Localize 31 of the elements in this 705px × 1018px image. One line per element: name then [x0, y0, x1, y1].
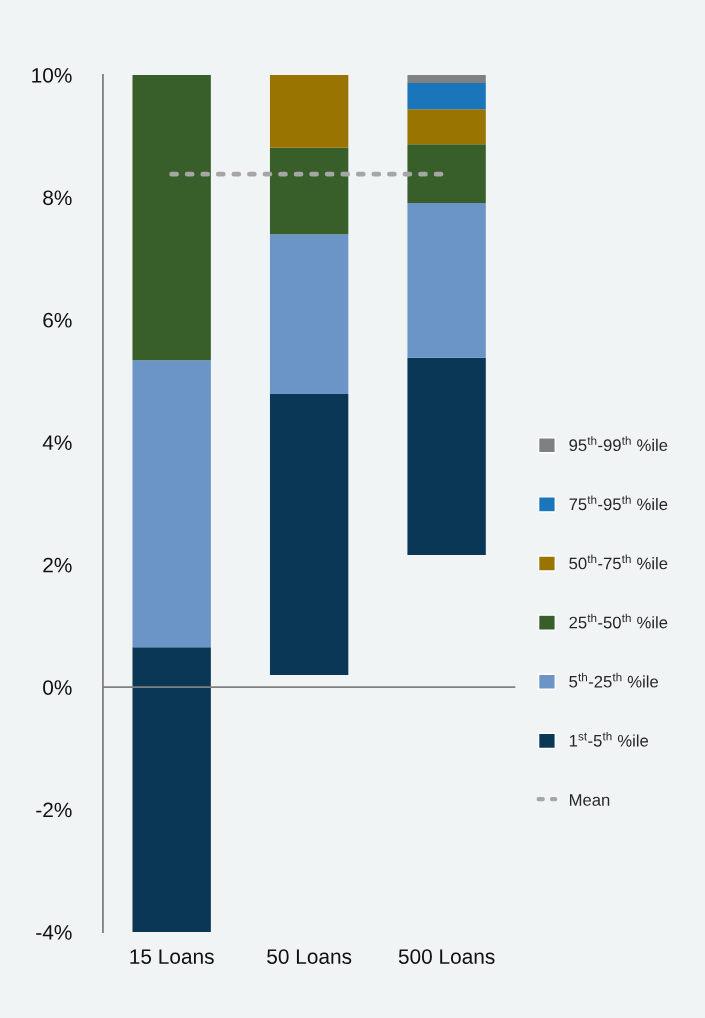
- bar: [132, 75, 211, 361]
- legend-label: Mean: [569, 794, 610, 806]
- y-tick-label: -4%: [36, 925, 72, 940]
- bar: [132, 360, 211, 648]
- x-tick-label: 50 Loans: [267, 949, 352, 964]
- bar: [407, 357, 486, 555]
- legend-label: 75$^{th}$-95$^{th}$ %ile: [569, 495, 668, 511]
- bar: [269, 393, 349, 675]
- bar: [269, 147, 349, 235]
- y-tick-label: 4%: [42, 435, 72, 450]
- legend-label: 95$^{th}$-99$^{th}$ %ile: [569, 436, 668, 452]
- legend-label: 50$^{th}$-75$^{th}$ %ile: [569, 554, 668, 570]
- bar: [407, 109, 486, 145]
- bar: [407, 82, 486, 110]
- y-tick-label: -2%: [36, 802, 72, 818]
- bar: [132, 647, 211, 932]
- y-tick-label: 2%: [43, 557, 72, 573]
- bar: [407, 202, 486, 358]
- bar: [269, 75, 349, 148]
- bar: [407, 144, 486, 203]
- y-tick-label: 8%: [43, 190, 72, 206]
- legend-label: 5$^{th}$-25$^{th}$ %ile: [569, 672, 658, 688]
- y-tick-label: 6%: [43, 312, 72, 328]
- legend-label: 1$^{st}$-5$^{th}$ %ile: [569, 731, 649, 747]
- x-tick-label: 500 Loans: [398, 949, 495, 964]
- y-tick-label: 0%: [43, 680, 72, 695]
- legend-label: 25$^{th}$-50$^{th}$ %ile: [569, 613, 668, 629]
- x-tick-label: 15 Loans: [130, 949, 214, 964]
- y-tick-label: 10%: [32, 68, 72, 83]
- bar: [407, 75, 486, 83]
- bar: [269, 234, 349, 394]
